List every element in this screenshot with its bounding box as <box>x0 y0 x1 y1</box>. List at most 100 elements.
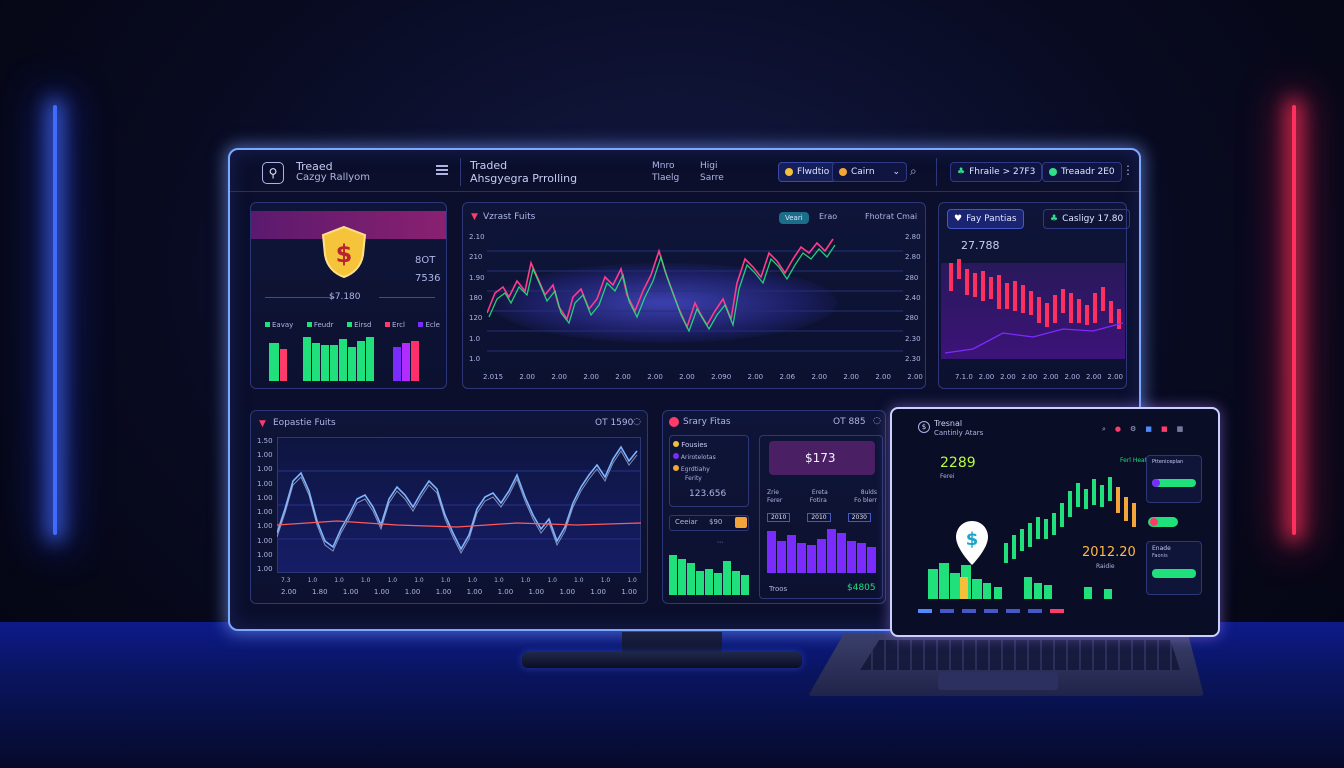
toggle-switch[interactable] <box>1148 517 1178 527</box>
candle <box>1085 305 1089 325</box>
gear-icon[interactable]: ⚙ <box>1130 425 1137 433</box>
panel-title: Vzrast Fuits <box>483 212 536 222</box>
legend-item: Eavay <box>265 321 293 329</box>
panel-title: Eopastie Fuits <box>273 418 336 428</box>
footer-label: Troos <box>769 585 788 593</box>
green-bar-chart <box>669 555 749 595</box>
candle <box>1101 287 1105 311</box>
candle <box>1020 529 1024 551</box>
laptop-trackpad[interactable] <box>938 672 1058 690</box>
bar <box>696 571 704 595</box>
right-x-axis: 7.1.0 2.00 2.00 2.00 2.00 2.00 2.00 2.00 <box>955 373 1123 381</box>
coin-icon <box>673 465 679 471</box>
volume-bar <box>994 587 1002 599</box>
value-2: 2012.20 <box>1082 545 1136 560</box>
nav-link-mnro[interactable]: Mnro <box>652 161 675 171</box>
volume-bar <box>1084 587 1092 599</box>
list-item[interactable]: Egrdtiahy <box>673 465 710 473</box>
row-card[interactable] <box>669 515 749 531</box>
nav-link-tlaelg[interactable]: Tlaelg <box>652 173 680 183</box>
candle <box>1021 285 1025 313</box>
bar <box>777 541 786 573</box>
toolbar-icons: ⌕ ● ⚙ ■ ■ ▦ <box>1102 425 1183 434</box>
header-subtitle: Ahsgyegra Prrolling <box>470 172 578 185</box>
candle <box>1132 503 1136 527</box>
filter-pill-cairn[interactable]: Cairn ⌄ <box>832 162 908 182</box>
bar <box>348 347 356 381</box>
search-icon[interactable]: ⌕ <box>910 164 917 178</box>
menu-icon[interactable] <box>436 165 448 175</box>
toggle-dot <box>1150 518 1158 526</box>
y-axis-right: 2.80 2.80 280 2.40 280 2.30 2.30 <box>905 233 921 363</box>
list-item[interactable]: Fousies <box>673 441 707 449</box>
right-value: 27.788 <box>961 239 1000 252</box>
bar <box>767 531 776 573</box>
center-value: $7.180 <box>329 292 361 302</box>
nav-link-sarre[interactable]: Sarre <box>700 173 724 183</box>
flame-icon: ▼ <box>259 419 266 429</box>
brand-title: Tresnal <box>934 419 963 428</box>
oscillator-line-2 <box>277 450 638 555</box>
trend-line <box>944 322 1124 354</box>
pill-label: Cairn <box>851 167 875 177</box>
neon-light-right <box>1292 105 1296 535</box>
bar <box>402 343 410 381</box>
mail-icon[interactable]: ■ <box>1160 425 1168 433</box>
side-card-2-title: Enade <box>1152 545 1171 552</box>
progress-line <box>265 297 335 298</box>
pill-label: Fhraile > 27F3 <box>969 167 1036 177</box>
status-chip <box>918 609 932 613</box>
status-chip <box>962 609 976 613</box>
nav-link-higi[interactable]: Higi <box>700 161 718 171</box>
tab-casligy[interactable]: ♣ Casligy 17.80 <box>1043 209 1131 229</box>
candle <box>949 263 953 291</box>
coin-icon <box>785 168 793 176</box>
candle <box>1053 295 1057 323</box>
more-vertical-icon[interactable]: ⋮ <box>1122 163 1134 177</box>
heart-icon: ♥ <box>954 214 963 224</box>
progress-line-2 <box>379 297 435 298</box>
oscillator-line <box>277 445 638 551</box>
user-icon[interactable]: ■ <box>1145 425 1152 433</box>
candle <box>1012 535 1016 559</box>
volume-bar <box>950 573 960 599</box>
shield-dollar-icon: $ <box>321 225 367 279</box>
badge-veari[interactable]: Veari <box>779 212 809 224</box>
legend-item: Feudr <box>306 321 334 329</box>
price-line-green <box>488 244 836 333</box>
search-icon[interactable]: ⌕ <box>1102 425 1106 433</box>
header-title: Traded <box>470 159 508 172</box>
value-card[interactable] <box>769 441 875 475</box>
volume-bar <box>960 577 968 599</box>
coin-icon <box>673 441 679 447</box>
side-card-2-bar[interactable] <box>1152 569 1196 578</box>
candle <box>1045 303 1049 327</box>
market-pill-treaadr[interactable]: Treaadr 2E0 <box>1042 162 1122 182</box>
alert-icon[interactable]: ● <box>1114 425 1122 433</box>
filter-pill-flwdtio[interactable]: Flwdtio <box>778 162 837 182</box>
refresh-icon[interactable]: ◌ <box>873 416 881 426</box>
list-card <box>669 435 749 507</box>
panel-right-chart: ♥ Fay Pantias ♣ Casligy 17.80 27.788 7.1.0… <box>938 202 1131 389</box>
status-dot-icon <box>1049 168 1057 176</box>
candle <box>1036 517 1040 539</box>
panel-lower-line-chart: ▼ Eopastie Fuits OT 1590 ◌ 1.50 1.00 1.00 1… <box>250 410 648 604</box>
refresh-icon[interactable]: ◌ <box>633 417 641 427</box>
panel-title: Srary Fitas <box>683 417 731 427</box>
tab-label: Fay Pantias <box>966 214 1017 224</box>
market-pill-fhraile[interactable]: ♣ Fhraile > 27F3 <box>950 162 1043 182</box>
status-chip <box>984 609 998 613</box>
tab-fay-pantias[interactable]: ♥ Fay Pantias <box>947 209 1024 229</box>
grid-icon[interactable]: ▦ <box>1176 425 1184 433</box>
link-erao[interactable]: Erao <box>819 212 838 221</box>
side-card-bar[interactable] <box>1152 479 1196 487</box>
status-chip <box>1028 609 1042 613</box>
bar <box>827 529 836 573</box>
svg-text:$: $ <box>966 529 979 550</box>
coin-icon <box>735 517 747 528</box>
candle <box>997 275 1001 309</box>
list-item[interactable]: Arirotelotas <box>673 453 716 461</box>
footer-value: $4805 <box>847 583 876 593</box>
bar <box>723 561 731 595</box>
list-item[interactable]: Ferity <box>685 475 702 482</box>
